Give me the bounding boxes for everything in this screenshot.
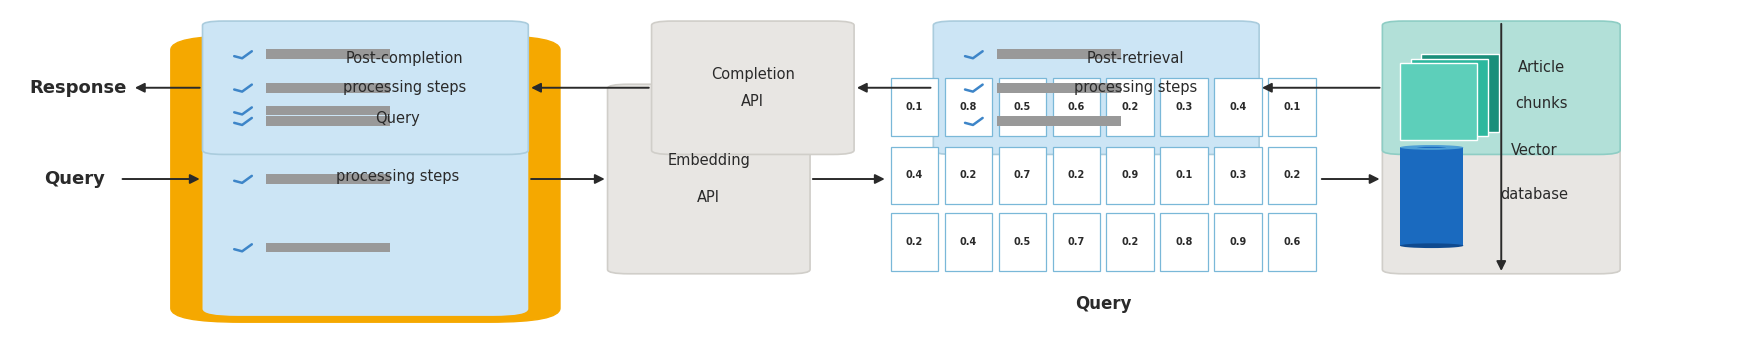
FancyBboxPatch shape [266,106,389,115]
Text: 0.2: 0.2 [1284,171,1301,180]
Ellipse shape [1414,146,1449,149]
Text: 0.2: 0.2 [960,171,977,180]
FancyBboxPatch shape [1400,63,1477,140]
Ellipse shape [1400,243,1463,248]
FancyBboxPatch shape [652,21,854,154]
Text: Post-completion: Post-completion [345,51,463,66]
Text: 0.4: 0.4 [905,171,923,180]
Text: Post-retrieval: Post-retrieval [1087,51,1183,66]
FancyBboxPatch shape [997,49,1120,59]
FancyBboxPatch shape [1215,147,1263,204]
Text: Response: Response [30,79,127,97]
Text: processing steps: processing steps [1074,80,1197,95]
Text: 0.8: 0.8 [1176,237,1192,247]
FancyBboxPatch shape [1106,147,1153,204]
FancyBboxPatch shape [998,78,1046,136]
FancyBboxPatch shape [997,83,1120,93]
FancyBboxPatch shape [997,116,1120,126]
Text: 0.2: 0.2 [905,237,923,247]
FancyBboxPatch shape [1160,147,1208,204]
FancyBboxPatch shape [1382,21,1620,154]
FancyBboxPatch shape [171,36,560,322]
Text: 0.9: 0.9 [1122,171,1139,180]
FancyBboxPatch shape [266,174,389,184]
Text: 0.1: 0.1 [905,102,923,112]
Text: 0.9: 0.9 [1229,237,1247,247]
FancyBboxPatch shape [1411,59,1488,136]
Text: 0.3: 0.3 [1176,102,1192,112]
FancyBboxPatch shape [608,84,810,274]
Text: chunks: chunks [1516,96,1567,111]
FancyBboxPatch shape [944,147,991,204]
Text: Article: Article [1518,60,1566,75]
Text: 0.5: 0.5 [1014,102,1030,112]
FancyBboxPatch shape [891,147,939,204]
Text: 0.1: 0.1 [1176,171,1192,180]
Text: 0.7: 0.7 [1067,237,1085,247]
Text: Completion: Completion [711,67,794,82]
FancyBboxPatch shape [891,78,939,136]
Text: 0.4: 0.4 [960,237,977,247]
FancyBboxPatch shape [1215,78,1263,136]
Text: database: database [1500,187,1569,202]
FancyBboxPatch shape [891,213,939,271]
FancyBboxPatch shape [1382,84,1620,274]
FancyBboxPatch shape [1160,78,1208,136]
FancyBboxPatch shape [1268,213,1315,271]
Text: processing steps: processing steps [343,80,467,95]
FancyBboxPatch shape [1106,213,1153,271]
Text: 0.3: 0.3 [1229,171,1247,180]
FancyBboxPatch shape [998,147,1046,204]
Text: 0.6: 0.6 [1284,237,1301,247]
Text: 0.2: 0.2 [1122,237,1139,247]
FancyBboxPatch shape [1160,213,1208,271]
Text: 0.2: 0.2 [1067,171,1085,180]
Text: 0.7: 0.7 [1014,171,1030,180]
Text: 0.1: 0.1 [1284,102,1301,112]
FancyBboxPatch shape [933,21,1259,154]
FancyBboxPatch shape [1053,147,1101,204]
FancyBboxPatch shape [944,78,991,136]
Text: API: API [741,94,764,108]
Text: Query: Query [375,111,421,126]
FancyBboxPatch shape [203,21,528,154]
FancyBboxPatch shape [1215,213,1263,271]
Text: Query: Query [1074,295,1132,313]
Text: Query: Query [44,170,106,188]
FancyBboxPatch shape [266,243,389,252]
Text: API: API [697,191,720,205]
FancyBboxPatch shape [1106,78,1153,136]
Text: 0.2: 0.2 [1122,102,1139,112]
FancyBboxPatch shape [944,213,991,271]
Text: 0.8: 0.8 [960,102,977,112]
Polygon shape [1400,147,1463,246]
Ellipse shape [1400,145,1463,150]
Text: Embedding: Embedding [667,153,750,167]
FancyBboxPatch shape [1268,78,1315,136]
FancyBboxPatch shape [266,116,389,126]
FancyBboxPatch shape [998,213,1046,271]
FancyBboxPatch shape [203,42,528,316]
FancyBboxPatch shape [1053,213,1101,271]
FancyBboxPatch shape [266,49,389,59]
FancyBboxPatch shape [1268,147,1315,204]
Text: 0.6: 0.6 [1067,102,1085,112]
Text: 0.4: 0.4 [1229,102,1247,112]
FancyBboxPatch shape [266,83,389,93]
FancyBboxPatch shape [1053,78,1101,136]
FancyBboxPatch shape [1421,54,1499,132]
Text: processing steps: processing steps [336,169,460,184]
Text: Vector: Vector [1511,143,1558,158]
Text: 0.5: 0.5 [1014,237,1030,247]
